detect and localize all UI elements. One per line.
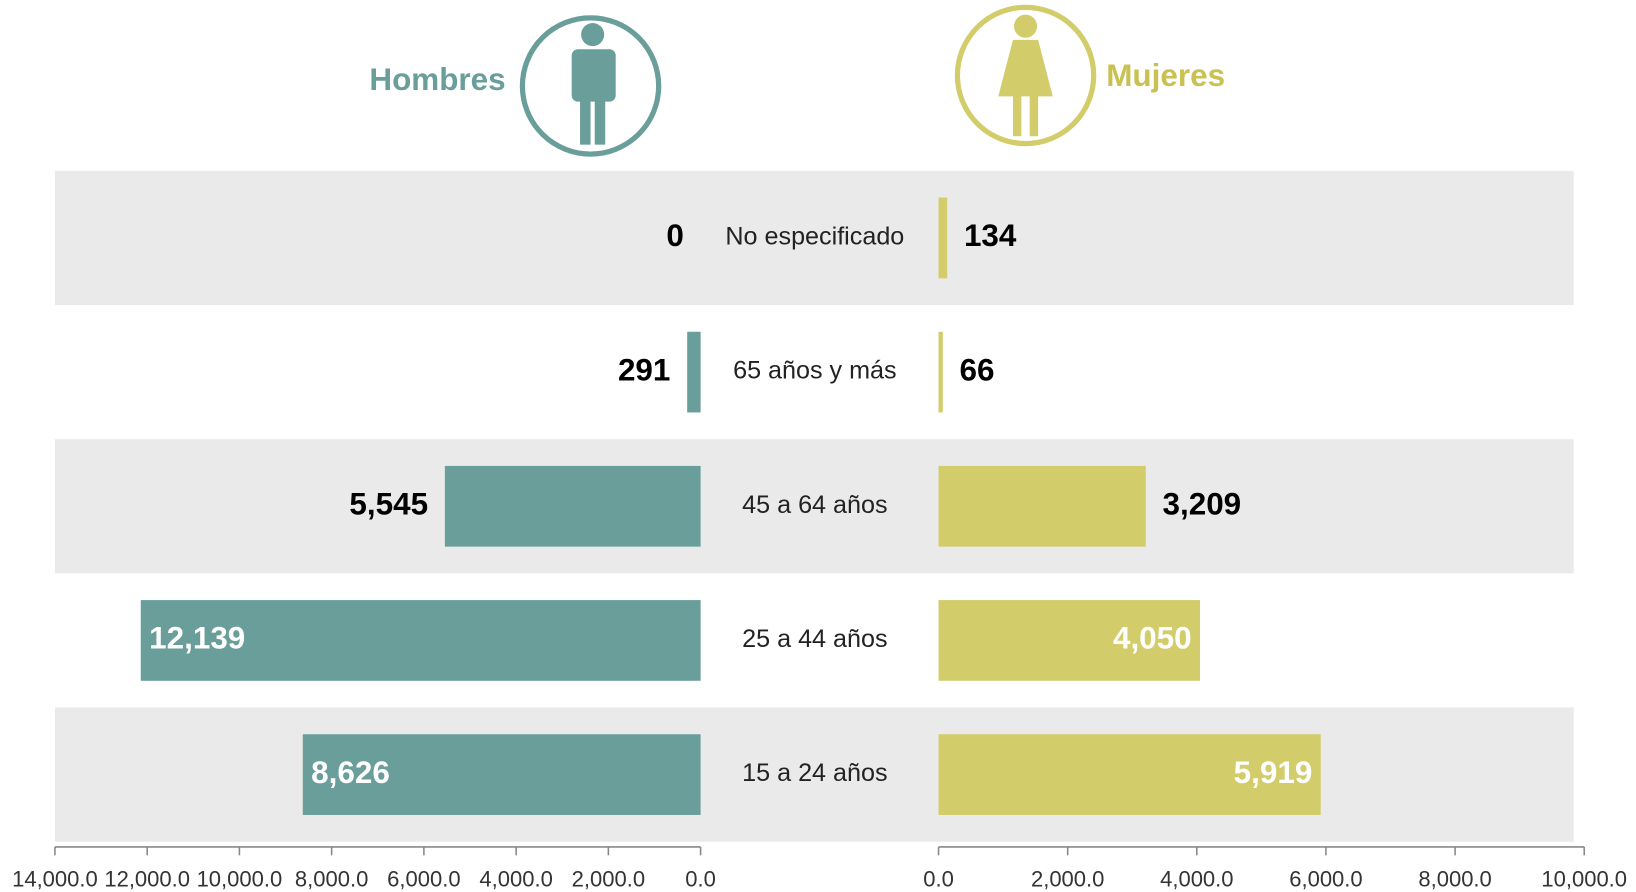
- female-icon: [954, 4, 1097, 147]
- value-label: 291: [618, 352, 670, 387]
- x-tick-label: 8,000.0: [1418, 866, 1491, 891]
- value-label: 8,626: [311, 755, 390, 790]
- bar: [140, 600, 701, 681]
- bar: [938, 465, 1146, 547]
- category-label: 65 años y más: [733, 357, 897, 385]
- x-tick-label: 6,000.0: [387, 866, 460, 891]
- bar: [302, 734, 701, 815]
- value-label: 0: [666, 218, 683, 253]
- value-label: 134: [964, 218, 1017, 253]
- row-band: [54, 170, 1574, 306]
- value-label: 12,139: [149, 621, 245, 656]
- bar: [938, 734, 1321, 815]
- x-tick-label: 2,000.0: [572, 866, 645, 891]
- bar: [444, 465, 701, 547]
- x-tick-label: 4,000.0: [1160, 866, 1233, 891]
- category-label: 45 a 64 años: [742, 491, 887, 519]
- x-tick-label: 0.0: [923, 866, 954, 891]
- x-tick-label: 14,000.0: [12, 866, 98, 891]
- bar: [687, 331, 701, 413]
- x-tick-label: 12,000.0: [104, 866, 190, 891]
- x-tick-label: 8,000.0: [295, 866, 368, 891]
- value-label: 4,050: [1113, 621, 1192, 656]
- x-tick-label: 6,000.0: [1289, 866, 1362, 891]
- x-tick-label: 10,000.0: [197, 866, 283, 891]
- value-label: 3,209: [1163, 487, 1242, 522]
- value-label: 5,545: [349, 487, 428, 522]
- male-icon: [519, 15, 662, 157]
- category-label: 25 a 44 años: [742, 625, 887, 653]
- bar: [938, 331, 943, 413]
- value-label: 5,919: [1234, 755, 1313, 790]
- x-tick-label: 0.0: [685, 866, 716, 891]
- bar: [938, 600, 1201, 681]
- value-label: 66: [960, 352, 995, 387]
- x-tick-label: 10,000.0: [1541, 866, 1627, 891]
- category-label: No especificado: [725, 223, 904, 251]
- category-label: 15 a 24 años: [742, 759, 887, 787]
- legend-entry: Mujeres: [1106, 58, 1225, 93]
- x-tick-label: 4,000.0: [479, 866, 552, 891]
- bar: [938, 197, 948, 279]
- x-tick-label: 2,000.0: [1031, 866, 1104, 891]
- legend-entry: Hombres: [369, 62, 505, 97]
- row-band: [54, 439, 1574, 574]
